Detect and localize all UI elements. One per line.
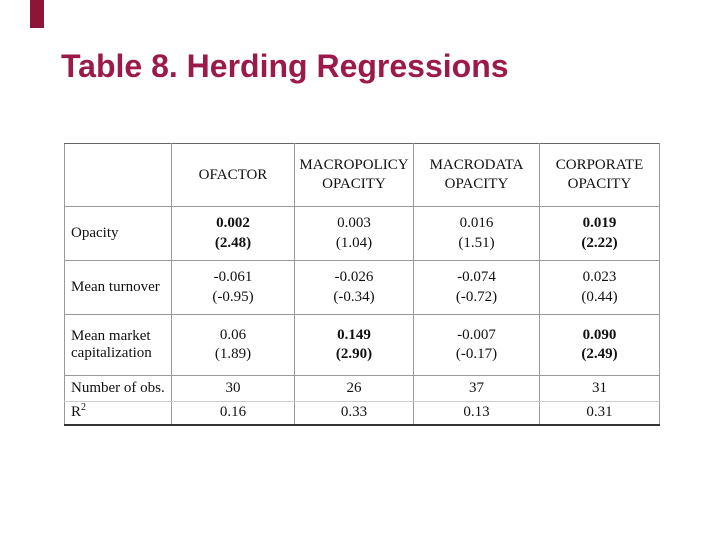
table-body: Opacity 0.002 (2.48) 0.003 (1.04) 0.016 (1.51)…	[64, 206, 660, 426]
coefficient: 31	[592, 379, 607, 396]
coefficient: 0.13	[463, 404, 490, 421]
row-label: Number of obs.	[64, 375, 172, 402]
t-statistic: (0.44)	[581, 288, 618, 305]
coefficient: 0.149	[337, 326, 371, 343]
value-cell: 31	[539, 375, 660, 402]
coefficient: -0.061	[213, 269, 253, 285]
value-cell: 0.016 (1.51)	[413, 206, 540, 261]
coefficient: 0.023	[582, 269, 617, 285]
value-cell: 0.33	[294, 401, 414, 426]
page-title: Table 8. Herding Regressions	[61, 48, 509, 84]
value-cell: 26	[294, 375, 414, 402]
value-cell: 0.149 (2.90)	[294, 314, 414, 376]
value-cell: 0.31	[539, 401, 660, 426]
table-row: Opacity 0.002 (2.48) 0.003 (1.04) 0.016 (1.51)…	[64, 206, 660, 261]
value-cell: -0.061 (-0.95)	[171, 260, 295, 315]
t-statistic: (2.22)	[581, 234, 618, 251]
coefficient: 0.003	[337, 215, 371, 231]
t-statistic: (1.89)	[214, 346, 252, 362]
coefficient: 0.016	[459, 215, 494, 231]
coefficient: 0.06	[219, 326, 247, 343]
coefficient: -0.026	[334, 269, 374, 285]
row-label-superscript: 2	[81, 402, 87, 414]
coefficient: 0.019	[582, 215, 617, 231]
row-label: Mean turnover	[64, 260, 172, 315]
table-header-row: OFACTOR MACROPOLICY OPACITY MACRODATA OPAC…	[64, 143, 660, 207]
t-statistic: (1.51)	[458, 234, 495, 251]
row-label: Opacity	[64, 206, 172, 261]
header-cell-blank	[64, 143, 172, 207]
row-label: Mean market capitalization	[64, 314, 172, 376]
header-cell: MACRODATA OPACITY	[413, 143, 540, 207]
table-row: Mean turnover -0.061 (-0.95) -0.026 (-0.34) -…	[64, 260, 660, 315]
coefficient: 37	[469, 379, 484, 396]
coefficient: 30	[225, 379, 241, 396]
coefficient: 0.16	[219, 404, 247, 421]
value-cell: 0.023 (0.44)	[539, 260, 660, 315]
value-cell: 0.003 (1.04)	[294, 206, 414, 261]
t-statistic: (1.04)	[335, 234, 373, 251]
value-cell: -0.026 (-0.34)	[294, 260, 414, 315]
value-cell: 30	[171, 375, 295, 402]
row-label: R2	[64, 401, 172, 426]
value-cell: 0.13	[413, 401, 540, 426]
regression-table: OFACTOR MACROPOLICY OPACITY MACRODATA OPAC…	[64, 143, 660, 426]
table-header: OFACTOR MACROPOLICY OPACITY MACRODATA OPAC…	[64, 143, 660, 207]
table-row: Mean market capitalization 0.06 (1.89) 0.14…	[64, 314, 660, 376]
t-statistic: (-0.95)	[212, 288, 254, 305]
t-statistic: (-0.72)	[455, 288, 498, 305]
coefficient: -0.074	[457, 269, 496, 285]
t-statistic: (2.90)	[335, 346, 373, 362]
value-cell: 0.06 (1.89)	[171, 314, 295, 376]
value-cell: 37	[413, 375, 540, 402]
t-statistic: (-0.17)	[455, 346, 498, 362]
coefficient: 0.33	[340, 404, 368, 421]
coefficient: 0.002	[216, 215, 250, 231]
header-cell: CORPORATE OPACITY	[539, 143, 660, 207]
t-statistic: (2.48)	[214, 234, 252, 251]
header-cell: OFACTOR	[171, 143, 295, 207]
coefficient: 0.090	[582, 326, 617, 343]
table-row: R2 0.16 0.33 0.13 0.31	[64, 401, 660, 426]
value-cell: 0.16	[171, 401, 295, 426]
value-cell: 0.002 (2.48)	[171, 206, 295, 261]
coefficient: 0.31	[586, 404, 613, 421]
value-cell: 0.090 (2.49)	[539, 314, 660, 376]
value-cell: -0.007 (-0.17)	[413, 314, 540, 376]
t-statistic: (2.49)	[581, 346, 618, 362]
coefficient: 26	[346, 379, 362, 396]
coefficient: -0.007	[457, 326, 496, 343]
value-cell: -0.074 (-0.72)	[413, 260, 540, 315]
table-row: Number of obs. 30 26 37 31	[64, 375, 660, 402]
t-statistic: (-0.34)	[333, 288, 375, 305]
value-cell: 0.019 (2.22)	[539, 206, 660, 261]
header-cell: MACROPOLICY OPACITY	[294, 143, 414, 207]
accent-bar	[30, 0, 44, 28]
